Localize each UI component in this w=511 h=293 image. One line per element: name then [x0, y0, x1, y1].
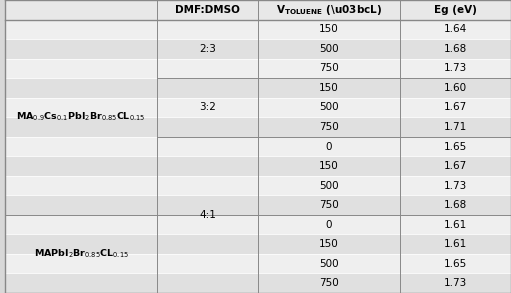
Bar	[258, 98, 400, 117]
Text: 750: 750	[319, 200, 339, 210]
Text: DMF:DMSO: DMF:DMSO	[175, 5, 240, 15]
Text: 1.73: 1.73	[444, 180, 467, 190]
Text: 750: 750	[319, 63, 339, 73]
Text: 1.64: 1.64	[444, 24, 467, 34]
Text: MAPbI$_2$Br$_{0.85}$CL$_{0.15}$: MAPbI$_2$Br$_{0.85}$CL$_{0.15}$	[34, 248, 129, 260]
Bar	[258, 195, 400, 215]
Text: 750: 750	[319, 278, 339, 288]
Text: 1.73: 1.73	[444, 278, 467, 288]
Bar	[400, 39, 511, 59]
Text: V$_{\mathregular{TOLUENE}}$ (\u03bcL): V$_{\mathregular{TOLUENE}}$ (\u03bcL)	[276, 3, 382, 17]
Bar	[258, 0, 400, 20]
Bar	[5, 39, 157, 59]
Bar	[400, 20, 511, 39]
Bar	[400, 0, 511, 20]
Bar	[400, 195, 511, 215]
Bar	[5, 137, 157, 156]
Bar	[5, 78, 157, 98]
Text: 1.65: 1.65	[444, 142, 467, 151]
Bar	[157, 254, 258, 273]
Bar	[157, 156, 258, 176]
Bar	[5, 98, 157, 117]
Bar	[157, 137, 258, 156]
Bar	[157, 195, 258, 215]
Text: 1.67: 1.67	[444, 103, 467, 113]
Text: 1.60: 1.60	[444, 83, 467, 93]
Text: 4:1: 4:1	[199, 210, 216, 220]
Text: 1.73: 1.73	[444, 63, 467, 73]
Bar	[258, 59, 400, 78]
Bar	[400, 273, 511, 293]
Text: 150: 150	[319, 161, 339, 171]
Bar	[157, 59, 258, 78]
Bar	[157, 39, 258, 59]
Text: 1.61: 1.61	[444, 239, 467, 249]
Bar	[157, 117, 258, 137]
Bar	[157, 20, 258, 39]
Bar	[157, 78, 258, 98]
Bar	[157, 234, 258, 254]
Text: 1.68: 1.68	[444, 44, 467, 54]
Bar	[5, 234, 157, 254]
Bar	[400, 156, 511, 176]
Text: 500: 500	[319, 103, 339, 113]
Text: 150: 150	[319, 83, 339, 93]
Text: 0: 0	[326, 142, 332, 151]
Bar	[400, 234, 511, 254]
Bar	[157, 98, 258, 117]
Bar	[5, 215, 157, 234]
Bar	[258, 234, 400, 254]
Bar	[258, 273, 400, 293]
Bar	[157, 0, 258, 20]
Bar	[400, 98, 511, 117]
Text: 150: 150	[319, 24, 339, 34]
Text: 500: 500	[319, 44, 339, 54]
Bar	[258, 215, 400, 234]
Text: 500: 500	[319, 259, 339, 269]
Text: 0: 0	[326, 220, 332, 230]
Bar	[5, 273, 157, 293]
Text: 2:3: 2:3	[199, 44, 216, 54]
Bar	[400, 59, 511, 78]
Bar	[258, 137, 400, 156]
Bar	[258, 20, 400, 39]
Bar	[400, 215, 511, 234]
Text: 500: 500	[319, 180, 339, 190]
Bar	[5, 176, 157, 195]
Bar	[258, 117, 400, 137]
Bar	[5, 20, 157, 39]
Bar	[258, 39, 400, 59]
Bar	[400, 137, 511, 156]
Text: 3:2: 3:2	[199, 103, 216, 113]
Bar	[400, 254, 511, 273]
Text: 1.67: 1.67	[444, 161, 467, 171]
Text: 1.68: 1.68	[444, 200, 467, 210]
Text: 1.61: 1.61	[444, 220, 467, 230]
Bar	[157, 215, 258, 234]
Bar	[400, 78, 511, 98]
Bar	[157, 176, 258, 195]
Bar	[400, 176, 511, 195]
Text: MA$_{0.9}$Cs$_{0.1}$PbI$_2$Br$_{0.85}$CL$_{0.15}$: MA$_{0.9}$Cs$_{0.1}$PbI$_2$Br$_{0.85}$CL…	[16, 111, 146, 123]
Bar	[5, 59, 157, 78]
Text: 1.71: 1.71	[444, 122, 467, 132]
Bar	[400, 117, 511, 137]
Bar	[5, 156, 157, 176]
Bar	[5, 117, 157, 137]
Bar	[5, 254, 157, 273]
Bar	[258, 78, 400, 98]
Text: 150: 150	[319, 239, 339, 249]
Bar	[258, 156, 400, 176]
Text: 750: 750	[319, 122, 339, 132]
Bar	[258, 176, 400, 195]
Bar	[5, 195, 157, 215]
Text: 1.65: 1.65	[444, 259, 467, 269]
Bar	[5, 0, 157, 20]
Bar	[258, 254, 400, 273]
Text: Eg (eV): Eg (eV)	[434, 5, 477, 15]
Bar	[157, 273, 258, 293]
